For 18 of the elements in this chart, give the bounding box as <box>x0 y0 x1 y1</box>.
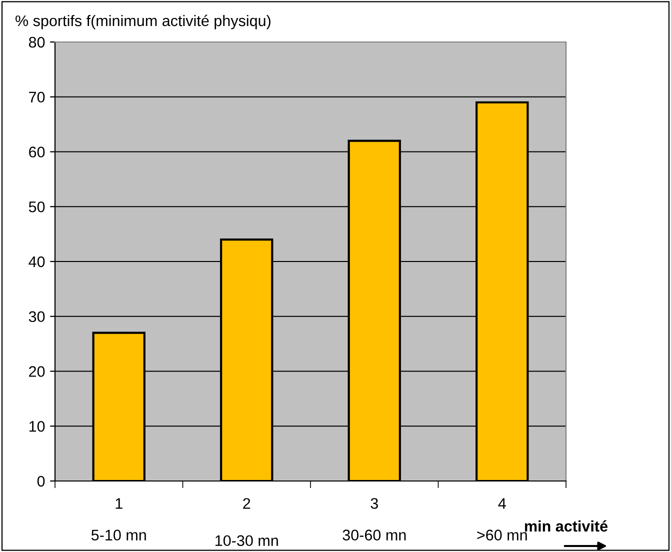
y-tick-label: 70 <box>29 92 45 103</box>
y-tick-label: 0 <box>37 476 45 487</box>
y-tick-label: 40 <box>28 256 45 268</box>
y-tick-label: 80 <box>28 36 45 48</box>
text: 30-60 mn <box>342 530 406 540</box>
x-axis-title: min activité <box>524 520 608 532</box>
text: 10-30 mn <box>216 535 278 546</box>
y-tick-label: 20 <box>29 366 45 377</box>
x-tick-label: 2 <box>243 498 250 509</box>
x-tick-label: 1 <box>116 498 122 509</box>
y-tick-label: 30 <box>28 311 45 322</box>
x-tick-label: 4 <box>498 498 506 509</box>
y-tick-label: 50 <box>28 201 45 212</box>
y-tick-label: 60 <box>29 146 45 158</box>
y-tick-label: 10 <box>29 420 45 432</box>
x-tick-label: 3 <box>370 498 378 509</box>
text: 5-10 mn <box>91 530 146 540</box>
chart-title: % sportifs f(minimum activité physiqu) <box>16 14 270 30</box>
